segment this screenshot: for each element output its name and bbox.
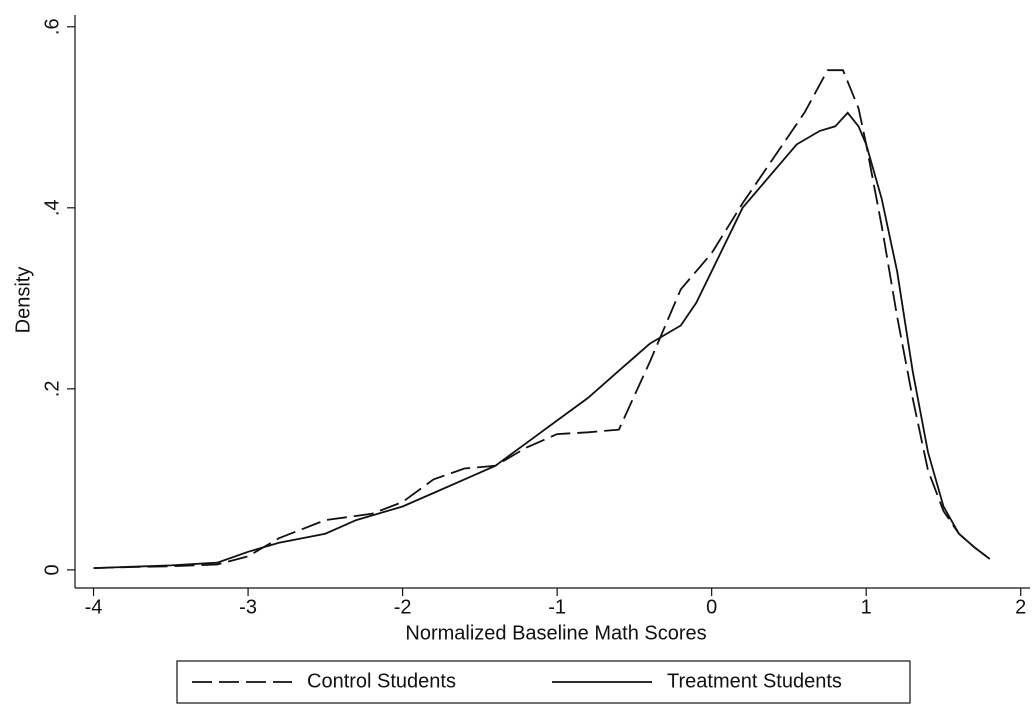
legend-label: Control Students bbox=[307, 670, 456, 692]
x-axis-label: Normalized Baseline Math Scores bbox=[405, 622, 706, 644]
y-tick-label: .2 bbox=[41, 381, 63, 398]
x-tick-label: -4 bbox=[85, 596, 103, 618]
line bbox=[93, 69, 991, 569]
y-tick-label: .6 bbox=[41, 18, 63, 35]
legend-label: Treatment Students bbox=[667, 670, 842, 692]
legend-box bbox=[176, 660, 911, 704]
x-tick-label: 1 bbox=[861, 596, 872, 618]
y-tick-label: .4 bbox=[41, 199, 63, 216]
x-tick-label: 0 bbox=[706, 596, 717, 618]
x-tick-label: -3 bbox=[239, 596, 257, 618]
line bbox=[93, 111, 991, 569]
y-axis-label: Density bbox=[12, 267, 34, 334]
y-tick-label: 0 bbox=[41, 564, 63, 575]
x-tick-label: -2 bbox=[394, 596, 412, 618]
x-tick-label: 2 bbox=[1015, 596, 1026, 618]
x-tick-label: -1 bbox=[548, 596, 566, 618]
